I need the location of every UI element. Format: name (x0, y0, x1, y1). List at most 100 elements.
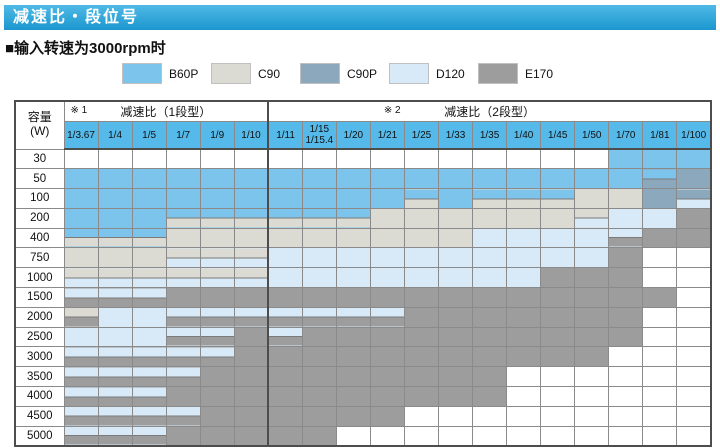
ratio-availability-cell (369, 386, 405, 407)
ratio-availability-cell (165, 366, 201, 388)
ratio-availability-cell (472, 306, 508, 328)
ratio-availability-cell (574, 267, 610, 289)
page-title: 减速比・段位号 (4, 5, 716, 30)
ratio-availability-cell (63, 386, 99, 407)
capacity-cell: 4000 (14, 386, 65, 407)
ratio-availability-cell (608, 188, 644, 209)
ratio-availability-cell (369, 148, 405, 170)
section-label: 减速比（2段型） (444, 105, 535, 119)
capacity-cell: 200 (14, 207, 65, 229)
ratio-availability-cell (540, 306, 576, 328)
ratio-availability-cell (63, 366, 99, 388)
ratio-availability-cell (199, 207, 235, 229)
table-row: 4000 (14, 386, 712, 407)
legend-item-d120: D120 (389, 63, 478, 84)
table-row: 30 (14, 148, 712, 170)
ratio-availability-cell (369, 227, 405, 249)
capacity-cell: 50 (14, 168, 65, 190)
ratio-availability-cell (540, 148, 576, 170)
ratio-availability-cell (472, 168, 508, 190)
ratio-availability-cell (233, 366, 269, 388)
ratio-availability-cell (438, 148, 474, 170)
ratio-availability-cell (199, 188, 235, 209)
ratio-header-cell: 1/5 (131, 121, 167, 150)
ratio-availability-cell (97, 306, 133, 328)
ratio-availability-cell (369, 366, 405, 388)
ratio-availability-cell (267, 405, 303, 427)
ratio-availability-cell (574, 148, 610, 170)
ratio-availability-cell (267, 386, 303, 407)
legend-swatch-b60p (122, 63, 162, 84)
ratio-availability-cell (506, 227, 542, 249)
ratio-availability-cell (438, 346, 474, 368)
ratio-header-cell: 1/45 (540, 121, 576, 150)
ratio-availability-cell (199, 346, 235, 368)
ratio-header-cell: 1/81 (642, 121, 678, 150)
legend-label: C90 (258, 66, 281, 81)
ratio-availability-cell (267, 188, 303, 209)
ratio-availability-cell (574, 207, 610, 229)
ratio-availability-cell (642, 287, 678, 308)
ratio-availability-cell (233, 148, 269, 170)
ratio-availability-cell (403, 306, 440, 328)
ratio-header-cell: 1/33 (438, 121, 474, 150)
ratio-availability-cell (369, 425, 405, 447)
ratio-availability-cell (676, 168, 712, 190)
ratio-availability-cell (97, 287, 133, 308)
table-row: 1500 (14, 287, 712, 308)
table-row: 2000 (14, 306, 712, 328)
ratio-availability-cell (369, 346, 405, 368)
ratio-availability-cell (472, 148, 508, 170)
ratio-availability-cell (233, 346, 269, 368)
capacity-cell: 2500 (14, 326, 65, 348)
ratio-availability-cell (608, 386, 644, 407)
legend-label: C90P (347, 66, 378, 81)
ratio-availability-cell (369, 247, 405, 269)
ratio-availability-cell (472, 247, 508, 269)
ratio-availability-cell (574, 247, 610, 269)
ratio-availability-cell (472, 287, 508, 308)
section-header-2: ※ 2 减速比（2段型） (267, 100, 712, 122)
ratio-availability-cell (165, 247, 201, 269)
ratio-availability-cell (267, 346, 303, 368)
ratio-availability-cell (165, 168, 201, 190)
ratio-availability-cell (438, 168, 474, 190)
capacity-cell: 4500 (14, 405, 65, 427)
ratio-availability-cell (676, 346, 712, 368)
ratio-availability-cell (369, 405, 405, 427)
section-header-1: ※ 1 减速比（1段型） (63, 100, 269, 122)
ratio-availability-cell (574, 346, 610, 368)
ratio-availability-cell (199, 425, 235, 447)
legend-swatch-d120 (389, 63, 429, 84)
ratio-availability-cell (301, 326, 337, 348)
ratio-availability-cell (608, 405, 644, 427)
ratio-availability-cell (267, 247, 303, 269)
ratio-availability-cell (676, 227, 712, 249)
ratio-header-cell: 1/4 (97, 121, 133, 150)
ratio-availability-cell (676, 386, 712, 407)
ratio-availability-cell (438, 207, 474, 229)
ratio-availability-cell (233, 326, 269, 348)
ratio-availability-cell (233, 247, 269, 269)
ratio-availability-cell (301, 287, 337, 308)
ratio-availability-cell (574, 306, 610, 328)
ratio-availability-cell (403, 346, 440, 368)
ratio-availability-cell (608, 366, 644, 388)
ratio-availability-cell (301, 168, 337, 190)
ratio-availability-cell (63, 425, 99, 447)
ratio-header-cell: 1/35 (472, 121, 508, 150)
ratio-availability-cell (233, 386, 269, 407)
ratio-header-cell: 1/11 (267, 121, 303, 150)
ratio-header-row: 1/3.67 1/4 1/5 1/7 1/9 1/10 1/11 1/15 1/15.4 1/2… (15, 121, 712, 150)
table-row: 1000 (14, 267, 712, 289)
ratio-availability-cell (131, 148, 167, 170)
ratio-availability-cell (165, 267, 201, 289)
ratio-availability-cell (63, 306, 99, 328)
ratio-availability-cell (472, 366, 508, 388)
table-row: 5000 (14, 425, 712, 447)
ratio-availability-cell (369, 188, 405, 209)
ratio-availability-cell (165, 326, 201, 348)
legend-swatch-e170 (478, 63, 518, 84)
ratio-availability-cell (403, 207, 440, 229)
ratio-availability-cell (97, 148, 133, 170)
